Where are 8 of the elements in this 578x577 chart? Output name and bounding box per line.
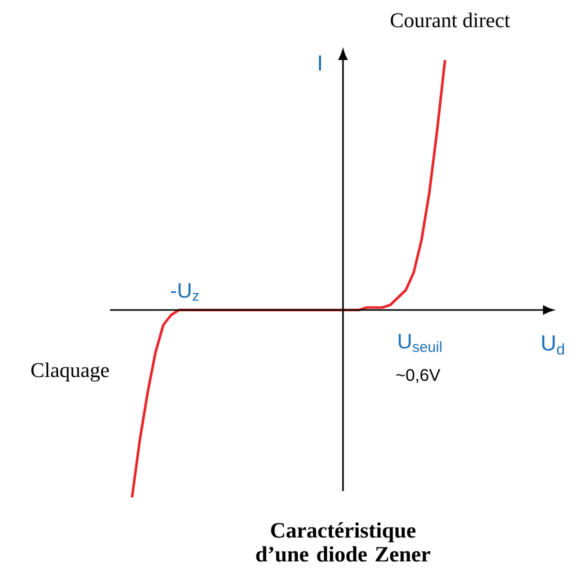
text: Claquage [31,362,109,382]
x-axis-title: U$_{d}$ [542,335,564,355]
annotation: ~0,6V [396,369,440,383]
text: Courant direct [390,12,510,28]
annotation: U$_{seuil}$ [398,334,442,352]
y-axis-title: I [318,55,322,71]
annotation: -U$_{z}$ [170,283,199,301]
text: Caractéristique d’une diode Zener [256,522,430,562]
